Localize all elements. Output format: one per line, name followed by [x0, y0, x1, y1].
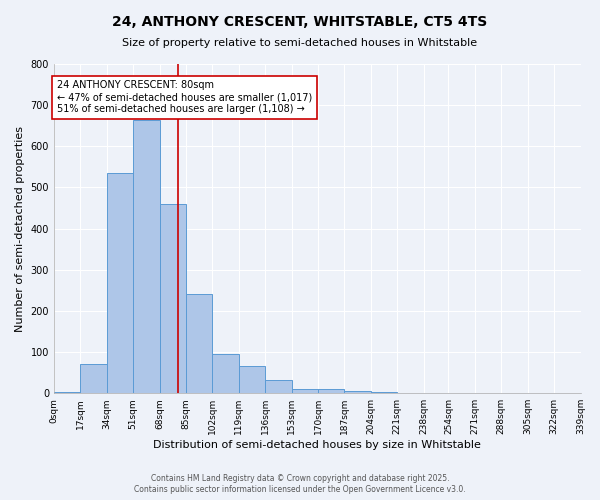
Bar — [80, 364, 107, 393]
Bar — [54, 392, 80, 393]
Text: Size of property relative to semi-detached houses in Whitstable: Size of property relative to semi-detach… — [122, 38, 478, 48]
Bar — [107, 173, 133, 393]
Text: Contains HM Land Registry data © Crown copyright and database right 2025.
Contai: Contains HM Land Registry data © Crown c… — [134, 474, 466, 494]
Bar — [292, 389, 318, 393]
Bar — [186, 294, 212, 393]
Text: 24 ANTHONY CRESCENT: 80sqm
← 47% of semi-detached houses are smaller (1,017)
51%: 24 ANTHONY CRESCENT: 80sqm ← 47% of semi… — [57, 80, 312, 114]
Bar — [212, 354, 239, 393]
Bar — [160, 204, 186, 393]
Y-axis label: Number of semi-detached properties: Number of semi-detached properties — [15, 126, 25, 332]
X-axis label: Distribution of semi-detached houses by size in Whitstable: Distribution of semi-detached houses by … — [153, 440, 481, 450]
Bar — [133, 120, 160, 393]
Bar — [344, 391, 371, 393]
Bar — [371, 392, 397, 393]
Bar — [239, 366, 265, 393]
Text: 24, ANTHONY CRESCENT, WHITSTABLE, CT5 4TS: 24, ANTHONY CRESCENT, WHITSTABLE, CT5 4T… — [112, 15, 488, 29]
Bar — [318, 389, 344, 393]
Bar — [265, 380, 292, 393]
